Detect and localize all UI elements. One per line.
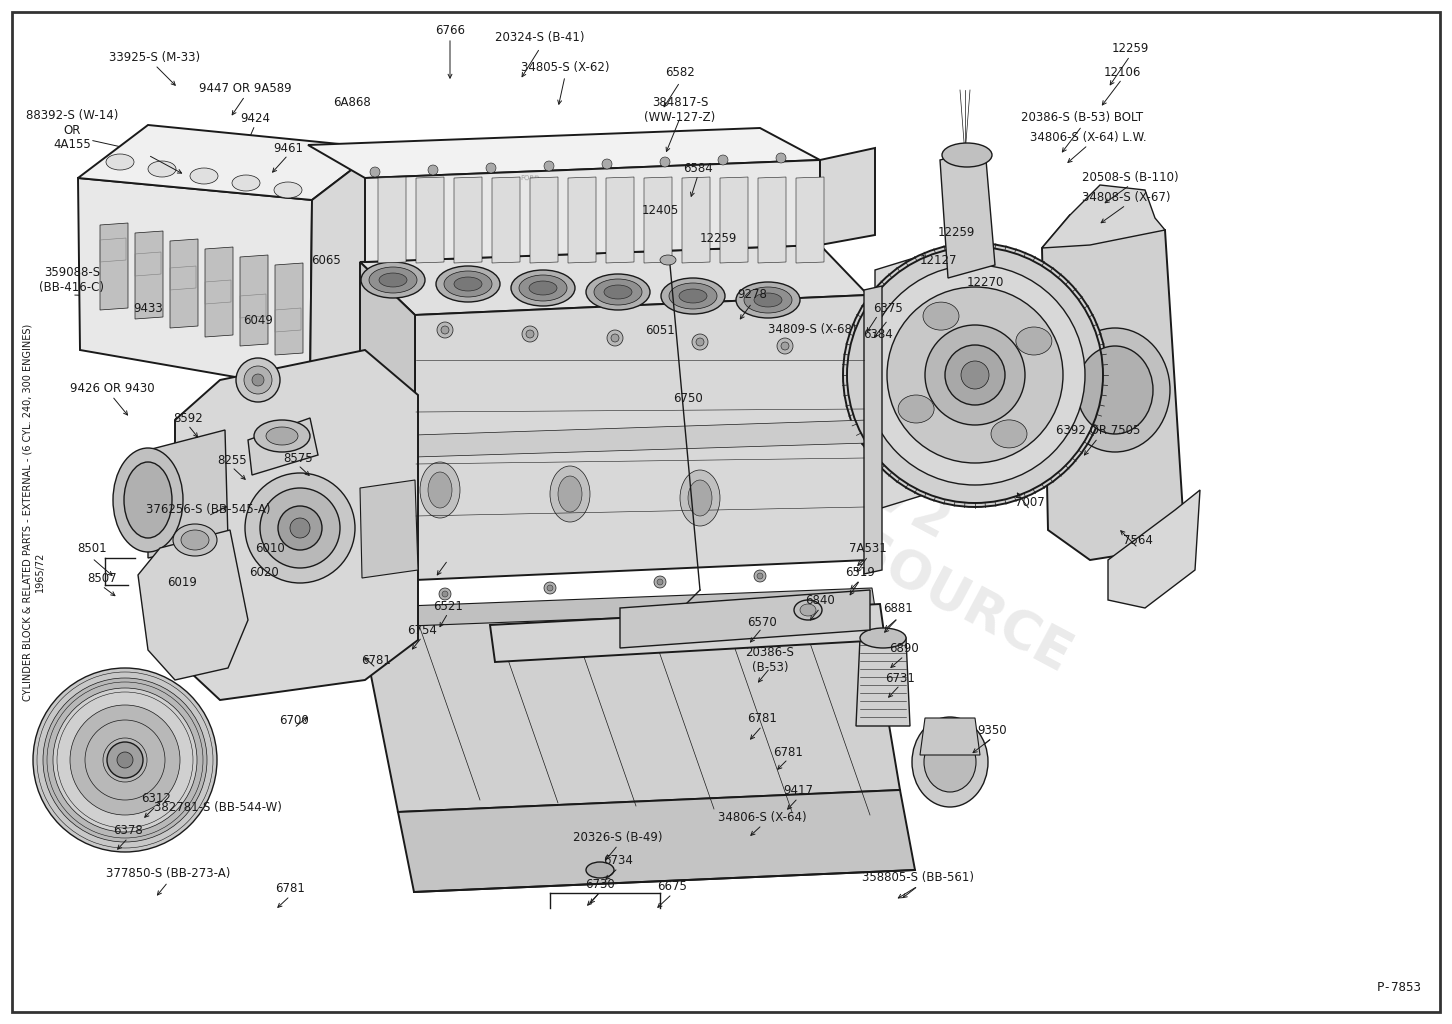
Polygon shape [364, 160, 820, 262]
Polygon shape [796, 177, 823, 263]
Text: 34806-S (X-64): 34806-S (X-64) [717, 811, 806, 824]
Ellipse shape [454, 278, 482, 291]
Circle shape [547, 585, 553, 591]
Ellipse shape [587, 862, 614, 878]
Polygon shape [176, 350, 418, 700]
Circle shape [781, 342, 788, 350]
Ellipse shape [1016, 327, 1051, 355]
Polygon shape [492, 177, 520, 263]
Text: 9426 OR 9430: 9426 OR 9430 [70, 382, 154, 394]
Ellipse shape [436, 266, 499, 302]
Text: 6700: 6700 [279, 714, 309, 726]
Circle shape [237, 358, 280, 402]
Circle shape [844, 243, 1106, 507]
Circle shape [245, 473, 354, 583]
Polygon shape [1043, 215, 1185, 560]
Text: 6766: 6766 [436, 24, 465, 37]
Text: 8255: 8255 [218, 454, 247, 467]
Polygon shape [415, 295, 868, 580]
Circle shape [717, 155, 727, 165]
Text: 7007: 7007 [1015, 496, 1045, 509]
Text: 8575: 8575 [283, 452, 312, 465]
Text: 6312: 6312 [141, 792, 171, 805]
Ellipse shape [518, 275, 566, 301]
Ellipse shape [511, 270, 575, 306]
Text: 6570: 6570 [748, 615, 777, 629]
Polygon shape [415, 420, 868, 457]
Circle shape [945, 345, 1005, 406]
Ellipse shape [992, 420, 1027, 447]
Ellipse shape [148, 161, 176, 177]
Text: 9447 OR 9A589: 9447 OR 9A589 [199, 82, 292, 94]
Circle shape [607, 330, 623, 346]
Polygon shape [135, 231, 163, 319]
Polygon shape [309, 148, 380, 390]
Text: THE 67-72
FORD TRUCK SOURCE: THE 67-72 FORD TRUCK SOURCE [489, 281, 1108, 682]
Text: 33925-S (M-33): 33925-S (M-33) [109, 51, 200, 65]
Text: 6049: 6049 [242, 313, 273, 327]
Circle shape [775, 153, 786, 163]
Circle shape [865, 265, 1085, 485]
Polygon shape [170, 239, 197, 328]
Ellipse shape [680, 470, 720, 526]
Text: 384817-S
(WW-127-Z): 384817-S (WW-127-Z) [645, 96, 716, 124]
Circle shape [656, 579, 664, 585]
Text: 8592: 8592 [173, 412, 203, 425]
Text: FORD: FORD [520, 175, 540, 181]
Text: 6781: 6781 [772, 745, 803, 759]
Text: 6375: 6375 [873, 301, 903, 314]
Circle shape [544, 582, 556, 594]
Text: 88392-S (W-14)
OR
4A155: 88392-S (W-14) OR 4A155 [26, 109, 118, 152]
Circle shape [603, 159, 611, 169]
Polygon shape [248, 418, 318, 475]
Circle shape [33, 668, 216, 852]
Text: 6384: 6384 [862, 329, 893, 341]
Text: 6781: 6781 [274, 882, 305, 895]
Text: 9417: 9417 [783, 783, 813, 797]
Circle shape [653, 575, 666, 588]
Text: 359088-S
(BB-416-C): 359088-S (BB-416-C) [39, 266, 105, 294]
Ellipse shape [550, 466, 590, 522]
Circle shape [441, 326, 449, 334]
Ellipse shape [800, 604, 816, 616]
Polygon shape [78, 125, 380, 200]
Circle shape [437, 322, 453, 338]
Ellipse shape [1077, 346, 1153, 434]
Polygon shape [489, 604, 886, 662]
Ellipse shape [190, 168, 218, 184]
Ellipse shape [123, 462, 171, 538]
Text: 34805-S (X-62): 34805-S (X-62) [521, 61, 610, 75]
Ellipse shape [254, 420, 309, 452]
Polygon shape [876, 250, 939, 510]
Text: 9350: 9350 [977, 724, 1006, 736]
Ellipse shape [860, 628, 906, 648]
Text: 6019: 6019 [167, 575, 197, 589]
Text: 6730: 6730 [585, 878, 614, 891]
Text: 8507: 8507 [87, 571, 116, 585]
Text: 6731: 6731 [886, 672, 915, 684]
Ellipse shape [754, 293, 783, 307]
Text: 358805-S (BB-561): 358805-S (BB-561) [862, 871, 974, 885]
Text: 6010: 6010 [256, 542, 285, 555]
Text: 6781: 6781 [362, 653, 391, 667]
Text: 12127: 12127 [919, 254, 957, 266]
Circle shape [925, 325, 1025, 425]
Circle shape [693, 334, 709, 350]
Ellipse shape [743, 287, 791, 313]
Ellipse shape [428, 472, 452, 508]
Text: 20324-S (B-41): 20324-S (B-41) [495, 32, 585, 44]
Circle shape [696, 338, 704, 346]
Circle shape [54, 688, 197, 831]
Text: 6521: 6521 [433, 599, 463, 612]
Circle shape [523, 326, 539, 342]
Polygon shape [360, 480, 418, 578]
Text: 1965/72: 1965/72 [35, 552, 45, 592]
Ellipse shape [113, 449, 183, 552]
Text: 6A868: 6A868 [333, 95, 370, 109]
Polygon shape [138, 530, 248, 680]
Text: 6890: 6890 [889, 641, 919, 654]
Circle shape [44, 678, 208, 842]
Polygon shape [939, 148, 995, 278]
Polygon shape [758, 177, 786, 263]
Text: 20508-S (B-110): 20508-S (B-110) [1082, 171, 1179, 184]
